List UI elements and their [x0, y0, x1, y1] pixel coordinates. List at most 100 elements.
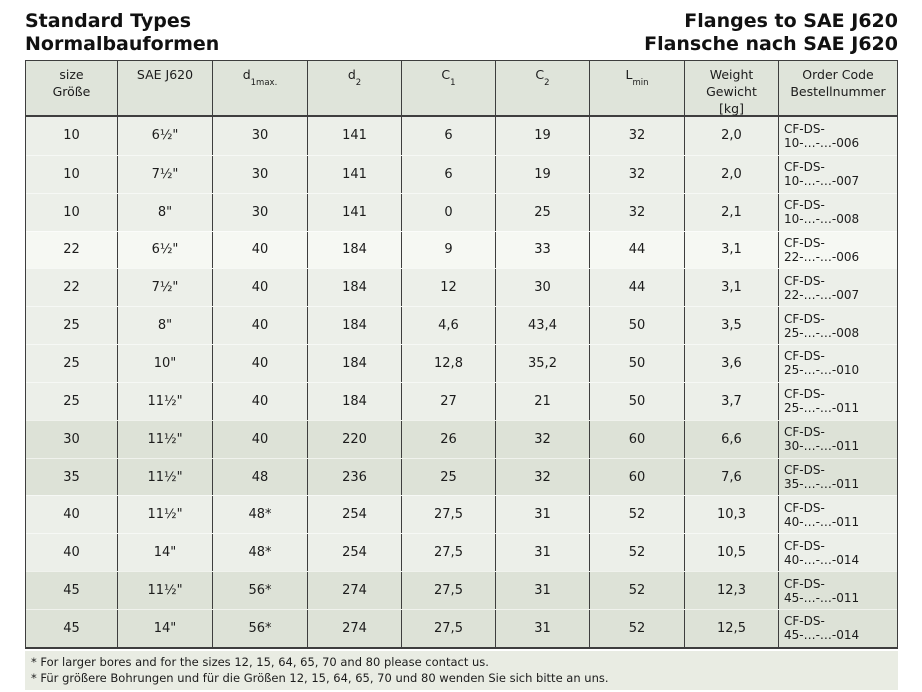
cell-order: CF-DS-22-…-…-006: [784, 235, 860, 264]
cell-c2: 33: [496, 231, 590, 269]
table-row: 22 7½" 40 184 12 30 44 3,1 CF-DS-22-…-…-007: [26, 268, 897, 307]
table-row: 45 11½" 56* 274 27,5 31 52 12,3 CF-DS-45-…-…-011: [26, 571, 897, 609]
cell-d1: 48*: [213, 496, 308, 534]
cell-sae: 8": [118, 193, 213, 231]
page-subtitle-en: Flanges to SAE J620: [684, 10, 898, 32]
cell-sae: 7½": [118, 269, 213, 307]
cell-c1: 27,5: [402, 572, 496, 609]
cell-c1: 4,6: [402, 307, 496, 345]
cell-size: 22: [26, 231, 118, 269]
cell-sae: 11½": [118, 458, 213, 496]
cell-c2: 31: [496, 496, 590, 534]
cell-c2: 32: [496, 458, 590, 496]
table-row: 30 11½" 40 220 26 32 60 6,6 CF-DS-30-…-…-011: [26, 419, 897, 458]
column-header-c2: C2: [496, 61, 590, 117]
cell-d2: 141: [308, 193, 402, 231]
cell-c1: 12: [402, 269, 496, 307]
cell-c1: 0: [402, 193, 496, 231]
cell-order: CF-DS-45-…-…-011: [784, 576, 860, 605]
cell-c2: 19: [496, 117, 590, 155]
table-row: 25 10" 40 184 12,8 35,2 50 3,6 CF-DS-25-…-…-010: [26, 344, 897, 382]
cell-lmin: 50: [590, 382, 685, 420]
cell-d1: 40: [213, 382, 308, 420]
footnote-de: * Für größere Bohrungen und für die Größ…: [31, 670, 609, 685]
cell-order: CF-DS-45-…-…-014: [784, 614, 860, 643]
cell-d2: 184: [308, 269, 402, 307]
column-header-weight: Weight Gewicht [kg]: [685, 61, 779, 117]
table-row: 25 11½" 40 184 27 21 50 3,7 CF-DS-25-…-…-011: [26, 381, 897, 420]
cell-c2: 31: [496, 609, 590, 647]
cell-sae: 14": [118, 534, 213, 572]
cell-sae: 8": [118, 307, 213, 345]
cell-d1: 30: [213, 155, 308, 193]
cell-weight: 3,1: [685, 269, 779, 307]
cell-sae: 11½": [118, 572, 213, 609]
cell-weight: 3,5: [685, 307, 779, 345]
cell-c1: 9: [402, 231, 496, 269]
cell-d1: 40: [213, 231, 308, 269]
cell-c1: 27: [402, 382, 496, 420]
datasheet-page: Standard Types Normalbauformen Flanges t…: [25, 10, 898, 690]
cell-c1: 27,5: [402, 534, 496, 572]
cell-size: 45: [26, 572, 118, 609]
cell-order: CF-DS-40-…-…-014: [784, 538, 860, 567]
cell-weight: 3,7: [685, 382, 779, 420]
cell-sae: 6½": [118, 117, 213, 155]
table-row: 22 6½" 40 184 9 33 44 3,1 CF-DS-22-…-…-006: [26, 230, 897, 269]
cell-lmin: 32: [590, 193, 685, 231]
table-row: 35 11½" 48 236 25 32 60 7,6 CF-DS-35-…-…-011: [26, 457, 897, 496]
cell-sae: 6½": [118, 231, 213, 269]
cell-size: 25: [26, 382, 118, 420]
page-title-de: Normalbauformen: [25, 33, 220, 55]
cell-size: 10: [26, 155, 118, 193]
cell-c1: 25: [402, 458, 496, 496]
cell-lmin: 60: [590, 458, 685, 496]
cell-c2: 31: [496, 534, 590, 572]
column-header-size: size Größe: [26, 61, 118, 117]
column-header-lmin: Lmin: [590, 61, 685, 117]
cell-d2: 254: [308, 534, 402, 572]
cell-c2: 32: [496, 420, 590, 458]
column-header-c1: C1: [402, 61, 496, 117]
cell-order: CF-DS-25-…-…-011: [784, 387, 860, 416]
cell-d2: 184: [308, 307, 402, 345]
cell-d2: 274: [308, 609, 402, 647]
cell-weight: 3,1: [685, 231, 779, 269]
flange-dimension-table: size Größe SAE J620 d1max. d2 C1 C2 Lmin: [25, 60, 898, 649]
page-title-right: Flanges to SAE J620 Flansche nach SAE J6…: [644, 10, 898, 56]
cell-c2: 31: [496, 572, 590, 609]
column-header-d1max: d1max.: [213, 61, 308, 117]
cell-d1: 40: [213, 269, 308, 307]
cell-size: 22: [26, 269, 118, 307]
page-header: Standard Types Normalbauformen Flanges t…: [25, 10, 898, 60]
cell-sae: 14": [118, 609, 213, 647]
cell-size: 40: [26, 496, 118, 534]
table-row: 10 7½" 30 141 6 19 32 2,0 CF-DS-10-…-…-007: [26, 154, 897, 193]
cell-weight: 2,1: [685, 193, 779, 231]
footnotes: * For larger bores and for the sizes 12,…: [25, 650, 898, 690]
cell-d2: 184: [308, 345, 402, 382]
cell-c1: 12,8: [402, 345, 496, 382]
table-row: 25 8" 40 184 4,6 43,4 50 3,5 CF-DS-25-…-…-008: [26, 306, 897, 345]
cell-size: 25: [26, 307, 118, 345]
cell-d1: 48: [213, 458, 308, 496]
cell-order: CF-DS-40-…-…-011: [784, 500, 860, 529]
cell-order: CF-DS-35-…-…-011: [784, 463, 860, 492]
cell-lmin: 50: [590, 307, 685, 345]
cell-weight: 3,6: [685, 345, 779, 382]
cell-sae: 11½": [118, 420, 213, 458]
cell-size: 25: [26, 345, 118, 382]
table-row: 10 6½" 30 141 6 19 32 2,0 CF-DS-10-…-…-006: [26, 117, 897, 155]
column-header-d2: d2: [308, 61, 402, 117]
cell-d2: 141: [308, 117, 402, 155]
cell-sae: 7½": [118, 155, 213, 193]
cell-c2: 43,4: [496, 307, 590, 345]
cell-c1: 27,5: [402, 496, 496, 534]
cell-weight: 2,0: [685, 155, 779, 193]
cell-lmin: 52: [590, 496, 685, 534]
cell-sae: 11½": [118, 382, 213, 420]
cell-d2: 220: [308, 420, 402, 458]
cell-size: 10: [26, 117, 118, 155]
footnote-en: * For larger bores and for the sizes 12,…: [31, 654, 489, 669]
cell-order: CF-DS-25-…-…-008: [784, 311, 860, 340]
